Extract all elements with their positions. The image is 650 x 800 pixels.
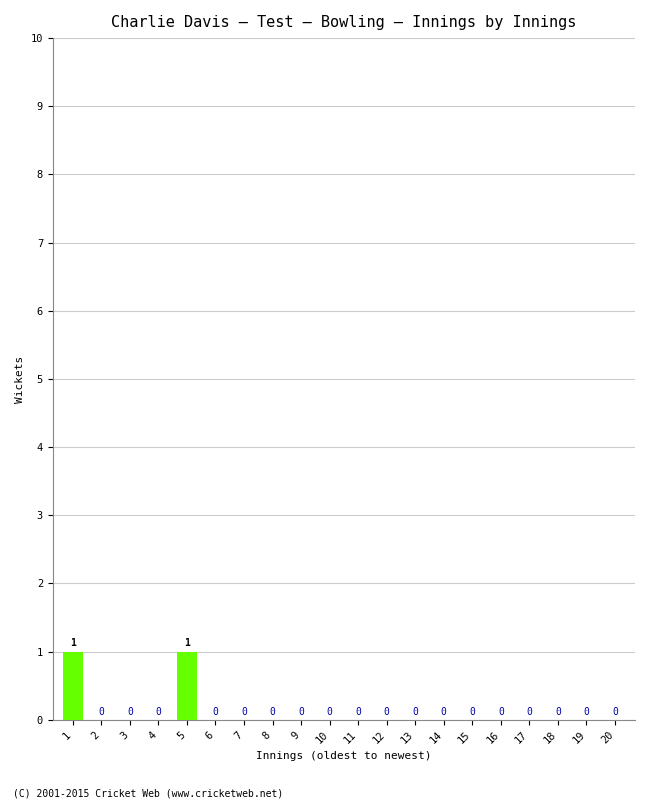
Text: 0: 0 <box>441 707 447 717</box>
Text: 0: 0 <box>498 707 504 717</box>
Text: 0: 0 <box>469 707 475 717</box>
Text: 0: 0 <box>98 707 104 717</box>
Text: 0: 0 <box>612 707 618 717</box>
Text: 0: 0 <box>355 707 361 717</box>
Y-axis label: Wickets: Wickets <box>15 355 25 402</box>
Text: 1: 1 <box>184 638 190 648</box>
Text: 0: 0 <box>584 707 590 717</box>
Text: 0: 0 <box>298 707 304 717</box>
Text: 1: 1 <box>70 638 75 648</box>
Text: 0: 0 <box>327 707 333 717</box>
Text: 0: 0 <box>526 707 532 717</box>
Text: 0: 0 <box>155 707 161 717</box>
Text: 0: 0 <box>412 707 418 717</box>
X-axis label: Innings (oldest to newest): Innings (oldest to newest) <box>256 751 432 761</box>
Text: 0: 0 <box>127 707 133 717</box>
Text: 0: 0 <box>270 707 276 717</box>
Text: 0: 0 <box>241 707 247 717</box>
Text: (C) 2001-2015 Cricket Web (www.cricketweb.net): (C) 2001-2015 Cricket Web (www.cricketwe… <box>13 788 283 798</box>
Text: 0: 0 <box>213 707 218 717</box>
Bar <box>177 652 197 720</box>
Title: Charlie Davis – Test – Bowling – Innings by Innings: Charlie Davis – Test – Bowling – Innings… <box>111 15 577 30</box>
Text: 0: 0 <box>555 707 561 717</box>
Bar <box>63 652 83 720</box>
Text: 0: 0 <box>384 707 389 717</box>
